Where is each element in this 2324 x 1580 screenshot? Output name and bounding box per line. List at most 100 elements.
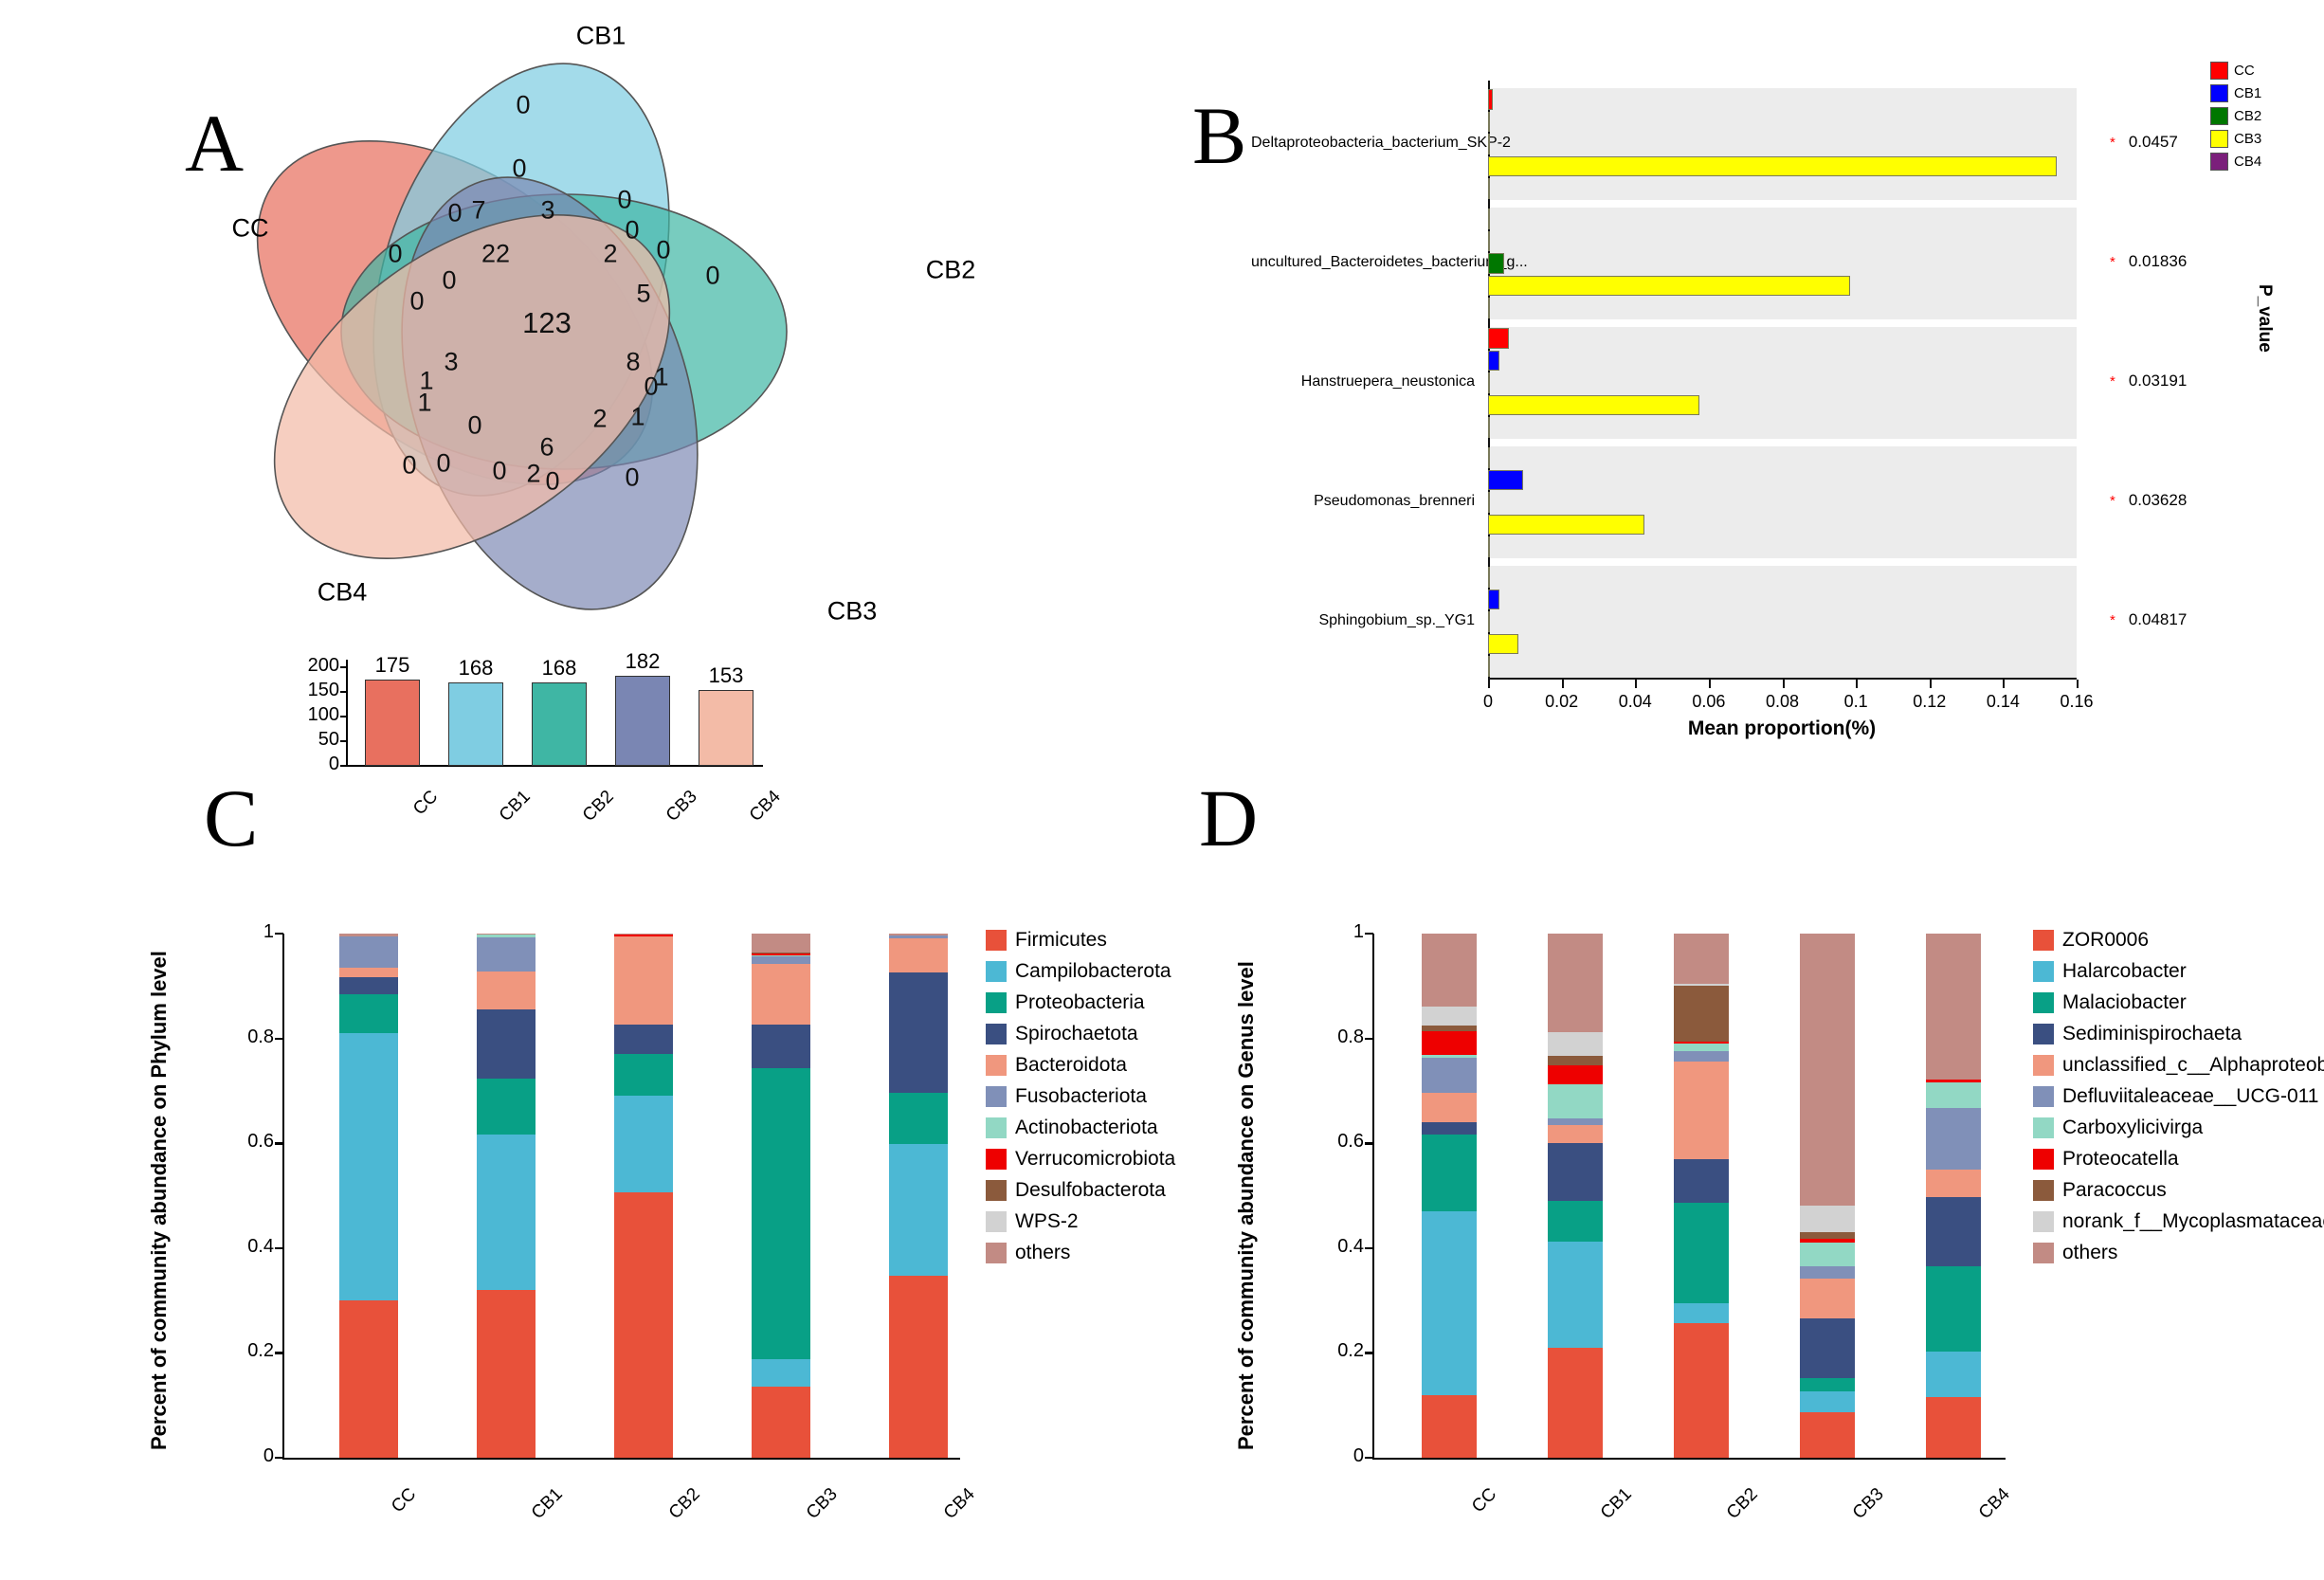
legend-label: Verrucomicrobiota bbox=[1015, 1148, 1176, 1170]
x-category-label: CC bbox=[1468, 1484, 1501, 1517]
panel-d-legend: ZOR0006 Halarcobacter Malaciobacter Sedimin… bbox=[2033, 929, 2324, 1273]
stacked-segment bbox=[889, 1144, 948, 1277]
x-category-label: CC bbox=[388, 1484, 421, 1517]
panel-b-bar bbox=[1488, 89, 1494, 110]
panel-b-row-bg bbox=[1488, 327, 2077, 439]
stacked-segment bbox=[477, 1078, 536, 1135]
legend-label: norank_f__Mycoplasmataceae bbox=[2062, 1210, 2324, 1232]
panel-b-bar bbox=[1488, 417, 1490, 438]
venn-count: 3 bbox=[540, 195, 555, 225]
stacked-segment bbox=[477, 1135, 536, 1291]
stacked-segment bbox=[889, 937, 948, 973]
panel-b-row-bg bbox=[1488, 446, 2077, 558]
stacked-segment bbox=[1674, 1051, 1729, 1062]
stacked-segment bbox=[1800, 1265, 1855, 1280]
venn-count: 0 bbox=[644, 372, 659, 401]
y-tick-mark bbox=[275, 1352, 283, 1354]
panel-c-legend: Firmicutes Campilobacterota Proteobacteria… bbox=[986, 929, 1175, 1273]
panel-b-x-axis-title: Mean proportion(%) bbox=[1687, 717, 1877, 739]
legend-swatch bbox=[2033, 1086, 2054, 1107]
panel-b-bar bbox=[1488, 298, 1490, 318]
stacked-segment bbox=[1800, 1243, 1855, 1266]
legend-item: norank_f__Mycoplasmataceae bbox=[2033, 1210, 2324, 1233]
venn-count: 8 bbox=[626, 347, 641, 376]
stacked-segment bbox=[477, 935, 536, 937]
stacked-segment bbox=[1422, 1054, 1477, 1059]
stacked-segment bbox=[1926, 1169, 1981, 1197]
stacked-segment bbox=[1674, 1203, 1729, 1304]
legend-swatch bbox=[986, 1149, 1007, 1170]
legend-swatch bbox=[2033, 1180, 2054, 1201]
legend-label: Proteocatella bbox=[2062, 1148, 2179, 1170]
stacked-segment bbox=[1548, 1124, 1603, 1144]
venn-set-label-cb1: CB1 bbox=[575, 21, 626, 50]
stacked-segment bbox=[1422, 1122, 1477, 1135]
stacked-segment bbox=[614, 1054, 673, 1096]
panel-b-bar bbox=[1488, 253, 1504, 274]
panel-b-pvalue: 0.03191 bbox=[2128, 372, 2188, 390]
venn-bar-x-label: CB4 bbox=[745, 787, 785, 826]
stacked-segment bbox=[614, 1192, 673, 1458]
venn-count: 0 bbox=[388, 239, 403, 268]
stacked-segment bbox=[1548, 1031, 1603, 1056]
legend-item: Fusobacteriota bbox=[986, 1085, 1175, 1108]
panel-b-row-bg bbox=[1488, 208, 2077, 319]
legend-item: Actinobacteriota bbox=[986, 1117, 1175, 1139]
panel-b-bar bbox=[1488, 536, 1490, 557]
y-tick-mark bbox=[1365, 933, 1373, 935]
panel-b-taxa-label: Pseudomonas_brenneri bbox=[1314, 493, 1475, 509]
stacked-segment bbox=[889, 934, 948, 935]
panel-b-bar bbox=[1488, 209, 1490, 229]
panel-b-pvalue: 0.04817 bbox=[2128, 610, 2188, 628]
legend-label: Carboxylicivirga bbox=[2062, 1117, 2204, 1138]
legend-item: Malaciobacter bbox=[2033, 991, 2324, 1014]
y-tick-label: 1 bbox=[263, 921, 274, 942]
y-tick-mark bbox=[275, 1142, 283, 1145]
stacked-segment bbox=[889, 972, 948, 1093]
stacked-segment bbox=[1422, 1092, 1477, 1123]
panel-b-legend-label: CB3 bbox=[2234, 131, 2262, 147]
legend-swatch bbox=[2033, 1024, 2054, 1044]
panel-b-legend-item: CB4 bbox=[2210, 153, 2261, 171]
stacked-segment bbox=[1548, 1348, 1603, 1458]
stacked-segment bbox=[1800, 1412, 1855, 1458]
panel-b-x-tick-mark bbox=[1708, 680, 1711, 688]
panel-c-x-axis bbox=[282, 1458, 960, 1461]
stacked-segment bbox=[339, 1033, 398, 1301]
panel-b-legend-label: CB1 bbox=[2234, 85, 2262, 101]
venn-count: 0 bbox=[617, 185, 632, 214]
stacked-segment bbox=[1422, 1395, 1477, 1458]
panel-d-letter: D bbox=[1199, 772, 1259, 863]
stacked-segment bbox=[1674, 1041, 1729, 1044]
legend-label: unclassified_c__Alphaproteobacteria bbox=[2062, 1054, 2324, 1076]
panel-b-x-tick-label: 0.12 bbox=[1913, 692, 1947, 711]
stacked-segment bbox=[1674, 1323, 1729, 1458]
venn-bar-y-tick: 100 bbox=[307, 703, 339, 725]
venn-count: 7 bbox=[471, 195, 486, 225]
legend-swatch bbox=[986, 1086, 1007, 1107]
stacked-segment bbox=[1674, 1158, 1729, 1204]
stacked-segment bbox=[889, 1276, 948, 1458]
y-tick-mark bbox=[1365, 1142, 1373, 1145]
venn-count: 0 bbox=[705, 261, 720, 290]
legend-item: ZOR0006 bbox=[2033, 929, 2324, 952]
legend-swatch bbox=[2033, 1211, 2054, 1232]
venn-bar-value: 168 bbox=[541, 656, 577, 681]
venn-count: 6 bbox=[539, 432, 554, 462]
panel-b-x-tick-mark bbox=[1929, 680, 1932, 688]
venn-set-label-cb3: CB3 bbox=[826, 596, 878, 626]
y-tick-label: 0.8 bbox=[1337, 1026, 1364, 1047]
legend-label: Halarcobacter bbox=[2062, 960, 2187, 982]
stacked-segment bbox=[1926, 1266, 1981, 1352]
panel-d-y-axis bbox=[1372, 934, 1375, 1458]
legend-label: Bacteroidota bbox=[1015, 1054, 1127, 1076]
venn-bar-tick-mark bbox=[340, 765, 348, 767]
panel-b-legend-item: CB1 bbox=[2210, 84, 2261, 102]
legend-item: Halarcobacter bbox=[2033, 960, 2324, 983]
venn-bar-value: 182 bbox=[625, 649, 661, 674]
x-category-label: CB4 bbox=[1974, 1484, 2014, 1523]
venn-bar-tick-mark bbox=[340, 690, 348, 693]
stacked-segment bbox=[1800, 1238, 1855, 1244]
venn-count: 2 bbox=[526, 459, 541, 488]
panel-b-bar bbox=[1488, 155, 2057, 177]
